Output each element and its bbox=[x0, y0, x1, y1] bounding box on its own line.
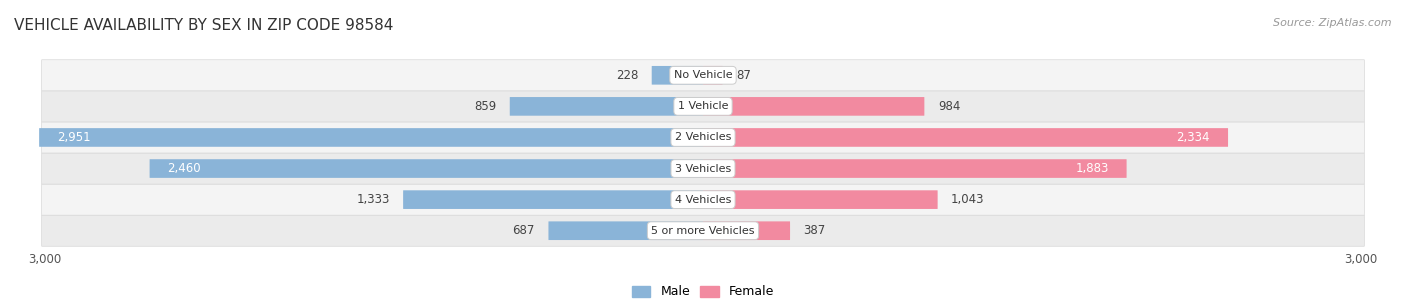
FancyBboxPatch shape bbox=[42, 184, 1364, 215]
FancyBboxPatch shape bbox=[42, 60, 1364, 91]
Legend: Male, Female: Male, Female bbox=[627, 280, 779, 304]
FancyBboxPatch shape bbox=[42, 91, 1364, 122]
Text: 1 Vehicle: 1 Vehicle bbox=[678, 101, 728, 111]
FancyBboxPatch shape bbox=[652, 66, 703, 85]
Text: 2,951: 2,951 bbox=[58, 131, 91, 144]
Text: 1,043: 1,043 bbox=[950, 193, 984, 206]
FancyBboxPatch shape bbox=[548, 221, 703, 240]
Text: 2 Vehicles: 2 Vehicles bbox=[675, 132, 731, 143]
Text: 228: 228 bbox=[616, 69, 638, 82]
FancyBboxPatch shape bbox=[703, 159, 1126, 178]
FancyBboxPatch shape bbox=[510, 97, 703, 116]
FancyBboxPatch shape bbox=[42, 215, 1364, 246]
Text: Source: ZipAtlas.com: Source: ZipAtlas.com bbox=[1274, 18, 1392, 28]
Text: 4 Vehicles: 4 Vehicles bbox=[675, 195, 731, 205]
FancyBboxPatch shape bbox=[39, 128, 703, 147]
Text: 984: 984 bbox=[938, 100, 960, 113]
Text: 387: 387 bbox=[804, 224, 825, 237]
Text: 1,883: 1,883 bbox=[1076, 162, 1108, 175]
Text: 687: 687 bbox=[513, 224, 534, 237]
Text: 859: 859 bbox=[474, 100, 496, 113]
FancyBboxPatch shape bbox=[42, 153, 1364, 184]
FancyBboxPatch shape bbox=[149, 159, 703, 178]
FancyBboxPatch shape bbox=[703, 97, 924, 116]
Text: 5 or more Vehicles: 5 or more Vehicles bbox=[651, 226, 755, 236]
FancyBboxPatch shape bbox=[703, 221, 790, 240]
Text: VEHICLE AVAILABILITY BY SEX IN ZIP CODE 98584: VEHICLE AVAILABILITY BY SEX IN ZIP CODE … bbox=[14, 18, 394, 33]
FancyBboxPatch shape bbox=[404, 190, 703, 209]
Text: 3 Vehicles: 3 Vehicles bbox=[675, 163, 731, 174]
FancyBboxPatch shape bbox=[703, 190, 938, 209]
FancyBboxPatch shape bbox=[703, 128, 1227, 147]
Text: 2,334: 2,334 bbox=[1177, 131, 1211, 144]
Text: 87: 87 bbox=[737, 69, 751, 82]
Text: 1,333: 1,333 bbox=[356, 193, 389, 206]
Text: 2,460: 2,460 bbox=[167, 162, 201, 175]
Text: No Vehicle: No Vehicle bbox=[673, 70, 733, 80]
FancyBboxPatch shape bbox=[42, 122, 1364, 153]
Text: 3,000: 3,000 bbox=[28, 253, 62, 266]
Text: 3,000: 3,000 bbox=[1344, 253, 1378, 266]
FancyBboxPatch shape bbox=[703, 66, 723, 85]
